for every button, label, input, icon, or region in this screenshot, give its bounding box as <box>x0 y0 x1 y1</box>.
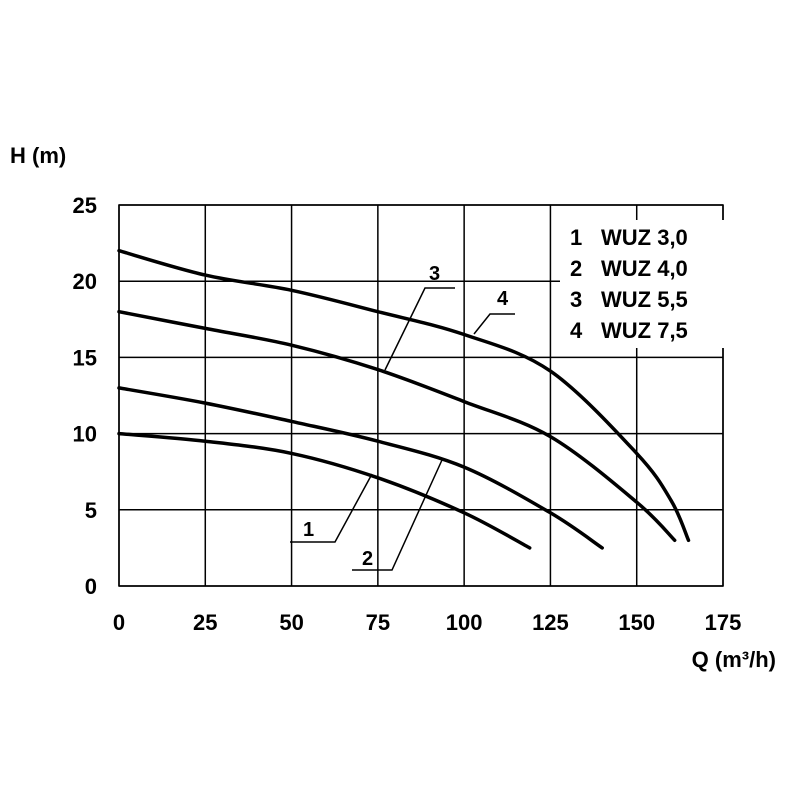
curve-label-3-text: 3 <box>429 263 440 285</box>
curve-label-4-leader <box>473 313 515 335</box>
curve-label-3: 3 <box>384 263 455 371</box>
x-tick-label: 25 <box>193 610 217 635</box>
curve-label-1-leader <box>290 473 373 543</box>
y-tick-label: 0 <box>85 574 97 599</box>
series-line-1 <box>117 431 532 550</box>
y-axis-title: H (m) <box>10 143 66 168</box>
y-tick-label: 5 <box>85 498 97 523</box>
curve-label-4: 4 <box>473 288 515 335</box>
x-tick-label: 175 <box>705 610 742 635</box>
legend-label: WUZ 7,5 <box>601 318 688 343</box>
x-tick-label: 50 <box>279 610 303 635</box>
legend-label: WUZ 5,5 <box>601 287 688 312</box>
curve-label-3-leader <box>384 287 455 371</box>
legend-background <box>560 220 726 348</box>
x-tick-label: 0 <box>113 610 125 635</box>
curve-label-2-text: 2 <box>362 548 373 570</box>
legend: 1 WUZ 3,0 2 WUZ 4,0 3 WUZ 5,5 4 WUZ 7,5 <box>560 220 726 348</box>
curve-label-1: 1 <box>290 473 373 543</box>
x-tick-label: 100 <box>446 610 483 635</box>
series-line-2 <box>117 386 604 550</box>
curves <box>117 248 691 550</box>
legend-number: 4 <box>570 318 583 343</box>
x-tick-label: 150 <box>618 610 655 635</box>
curve-label-4-text: 4 <box>497 288 509 310</box>
x-tick-label: 125 <box>532 610 569 635</box>
plot-border <box>118 204 724 587</box>
curve-label-1-text: 1 <box>303 519 314 541</box>
legend-number: 3 <box>570 287 582 312</box>
y-tick-label: 10 <box>73 422 97 447</box>
tick-labels: 0 25 50 75 100 125 150 175 0 5 10 15 20 25 <box>73 193 742 635</box>
legend-entry: 2 WUZ 4,0 <box>570 256 688 281</box>
curve-label-2-leader <box>352 459 443 571</box>
series-line-4 <box>117 248 691 543</box>
legend-label: WUZ 4,0 <box>601 256 688 281</box>
legend-number: 1 <box>570 225 582 250</box>
legend-number: 2 <box>570 256 582 281</box>
curve-label-2: 2 <box>352 459 443 571</box>
legend-label: WUZ 3,0 <box>601 225 688 250</box>
legend-entry: 4 WUZ 7,5 <box>570 318 688 343</box>
legend-entry: 1 WUZ 3,0 <box>570 225 688 250</box>
plot-frame <box>118 204 724 587</box>
y-tick-label: 20 <box>73 269 97 294</box>
y-tick-label: 15 <box>73 345 97 370</box>
legend-entry: 3 WUZ 5,5 <box>570 287 688 312</box>
x-axis-title: Q (m³/h) <box>692 647 776 672</box>
series-line-3 <box>117 309 677 543</box>
x-tick-label: 75 <box>366 610 390 635</box>
y-tick-label: 25 <box>73 193 97 218</box>
